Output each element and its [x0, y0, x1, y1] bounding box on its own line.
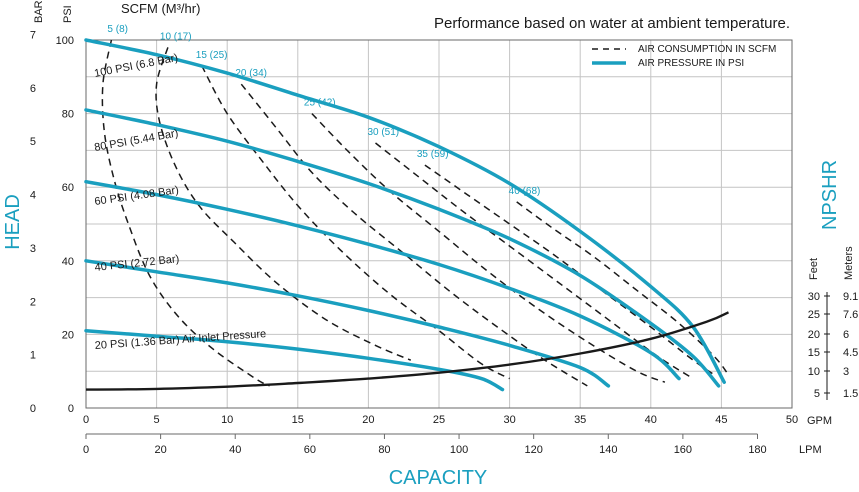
air-consumption-label: 20 (34): [235, 68, 267, 79]
y-tick-bar: 7: [30, 29, 36, 41]
y-tick-bar: 1: [30, 350, 36, 362]
y-unit-bar: BAR: [33, 0, 45, 23]
x-tick-gpm: 20: [362, 414, 374, 426]
grid: [86, 40, 792, 408]
air-consumption-label: 30 (51): [367, 127, 399, 138]
npshr-tick-feet: 15: [808, 347, 820, 359]
x-tick-lpm: 60: [304, 444, 316, 456]
npshr-tick-feet: 5: [814, 388, 820, 400]
npshr-tick-feet: 10: [808, 366, 820, 378]
x-tick-gpm: 50: [786, 414, 798, 426]
legend: AIR CONSUMPTION IN SCFM AIR PRESSURE IN …: [592, 44, 776, 69]
air-pressure-label: 40 PSI (2.72 Bar): [94, 253, 180, 274]
air-consumption-curve: [155, 47, 412, 361]
npshr-tick-meters: 1.5: [843, 388, 858, 400]
y-tick-bar: 4: [30, 190, 36, 202]
air-consumption-curve: [201, 65, 510, 380]
x-tick-gpm: 30: [503, 414, 515, 426]
air-pressure-curve: [84, 38, 726, 384]
x-tick-lpm: 80: [378, 444, 390, 456]
npshr-curve-group: [85, 311, 730, 391]
x-unit-lpm: LPM: [799, 444, 822, 456]
air-pressure-curves: 100 PSI (6.8 Bar)80 PSI (5.44 Bar)60 PSI…: [84, 38, 726, 392]
x-tick-lpm: 100: [450, 444, 468, 456]
air-pressure-label: 60 PSI (4.08 Bar): [94, 184, 180, 208]
y-tick-psi: 0: [68, 403, 74, 415]
y-tick-bar: 5: [30, 136, 36, 148]
y-tick-psi: 40: [62, 256, 74, 268]
air-pressure-label: 100 PSI (6.8 Bar): [93, 52, 179, 80]
x-tick-gpm: 35: [574, 414, 586, 426]
plot-border: [85, 39, 793, 409]
x-tick-lpm: 140: [599, 444, 617, 456]
air-consumption-label: 10 (17): [160, 31, 192, 42]
y-tick-psi: 60: [62, 182, 74, 194]
air-pressure-curve: [84, 259, 611, 388]
y-axis-label-npshr: NPSHR: [819, 160, 841, 230]
y-tick-bar: 0: [30, 403, 36, 415]
x-tick-gpm: 5: [154, 414, 160, 426]
y-tick-bar: 3: [30, 243, 36, 255]
npshr-tick-meters: 9.1: [843, 291, 858, 303]
y-tick-bar: 6: [30, 83, 36, 95]
x-tick-gpm: 15: [292, 414, 304, 426]
x-tick-gpm: 40: [645, 414, 657, 426]
x-tick-gpm: 45: [715, 414, 727, 426]
air-pressure-curve: [84, 328, 505, 392]
x-tick-gpm: 10: [221, 414, 233, 426]
x-tick-gpm: 25: [433, 414, 445, 426]
air-consumption-curves: 5 (8)10 (17)15 (25)20 (34)25 (42)30 (51)…: [101, 24, 730, 387]
npshr-tick-meters: 3: [843, 366, 849, 378]
npshr-tick-feet: 25: [808, 309, 820, 321]
air-consumption-label: 5 (8): [107, 24, 128, 35]
air-consumption-header: SCFM (M³/hr): [121, 1, 200, 16]
air-consumption-curve: [240, 83, 588, 387]
x-tick-gpm: 0: [83, 414, 89, 426]
y-unit-psi: PSI: [62, 5, 74, 23]
legend-air-consumption-label: AIR CONSUMPTION IN SCFM: [638, 44, 776, 55]
x-unit-gpm: GPM: [807, 415, 832, 427]
x-tick-lpm: 40: [229, 444, 241, 456]
tick-labels: 0 5 10 15 20 25 30 35 40 45 500 20 40 60 80 100 120 140 16…: [30, 29, 858, 456]
x-tick-lpm: 120: [524, 444, 542, 456]
chart-title: Performance based on water at ambient te…: [434, 15, 790, 32]
npshr-tick-meters: 7.6: [843, 309, 858, 321]
air-consumption-label: 15 (25): [196, 50, 228, 61]
npshr-tick-feet: 30: [808, 291, 820, 303]
air-consumption-curve: [516, 201, 730, 376]
x-tick-lpm: 180: [748, 444, 766, 456]
npshr-tick-meters: 4.5: [843, 347, 858, 359]
plot-frame: [85, 39, 793, 409]
legend-air-pressure-label: AIR PRESSURE IN PSI: [638, 58, 744, 69]
npshr-tick-feet: 20: [808, 329, 820, 341]
air-pressure-curve: [84, 179, 681, 381]
npshr-curve: [85, 311, 730, 391]
npshr-tick-meters: 6: [843, 329, 849, 341]
y-tick-psi: 80: [62, 109, 74, 121]
air-pressure-curve: [84, 108, 721, 388]
air-consumption-curve: [311, 113, 666, 383]
npshr-feet-unit: Feet: [808, 258, 820, 280]
npshr-meters-unit: Meters: [843, 246, 855, 280]
x-tick-lpm: 20: [154, 444, 166, 456]
x-tick-lpm: 160: [674, 444, 692, 456]
y-tick-psi: 100: [56, 35, 74, 47]
y-tick-bar: 2: [30, 296, 36, 308]
air-consumption-label: 35 (59): [417, 149, 449, 160]
y-axis-label-head: HEAD: [2, 194, 24, 250]
x-tick-lpm: 0: [83, 444, 89, 456]
x-axis-label-capacity: CAPACITY: [389, 467, 488, 489]
y-tick-psi: 20: [62, 329, 74, 341]
